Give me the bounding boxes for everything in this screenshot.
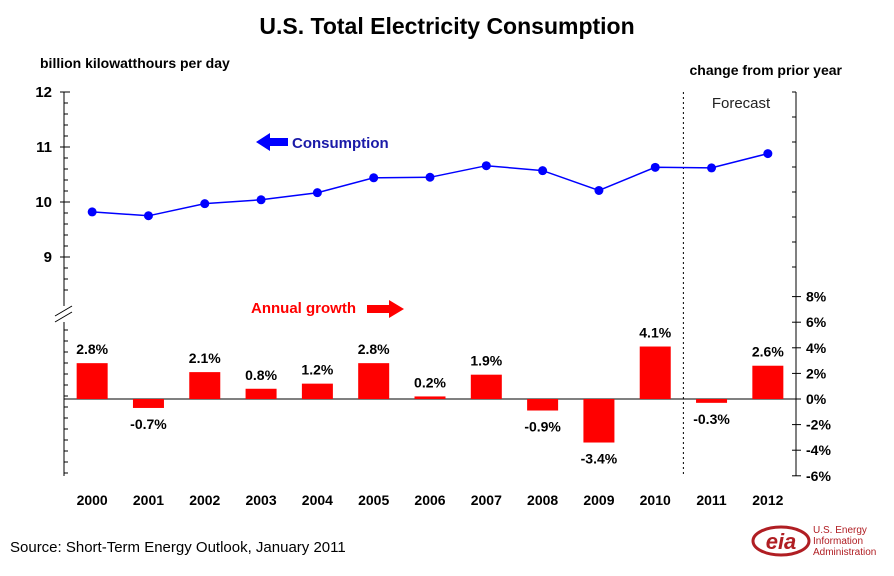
growth-bar bbox=[245, 388, 277, 399]
consumption-point bbox=[256, 195, 266, 205]
right-arrow-icon bbox=[367, 300, 404, 318]
x-tick-label: 2006 bbox=[414, 492, 445, 508]
logo-line-1: U.S. Energy bbox=[813, 525, 867, 536]
growth-data-label: -0.3% bbox=[693, 411, 730, 427]
growth-data-label: 2.1% bbox=[189, 350, 221, 366]
line-layer bbox=[87, 149, 773, 221]
x-tick-label: 2009 bbox=[583, 492, 614, 508]
consumption-point bbox=[763, 149, 773, 159]
growth-bar bbox=[696, 399, 728, 403]
consumption-point bbox=[143, 211, 153, 221]
right-tick-label: 4% bbox=[806, 340, 827, 356]
growth-bar bbox=[583, 399, 615, 443]
right-tick-label: -2% bbox=[806, 417, 831, 433]
x-tick-label: 2001 bbox=[133, 492, 164, 508]
left-arrow-icon bbox=[256, 133, 288, 151]
right-tick-label: 0% bbox=[806, 391, 827, 407]
growth-bar bbox=[470, 374, 502, 399]
consumption-point bbox=[87, 207, 97, 217]
left-tick-label: 11 bbox=[36, 139, 52, 156]
source-note: Source: Short-Term Energy Outlook, Janua… bbox=[10, 539, 346, 556]
right-tick-label: 2% bbox=[806, 365, 827, 381]
consumption-point bbox=[312, 188, 322, 198]
consumption-series-label: Consumption bbox=[292, 135, 389, 152]
left-tick-label: 9 bbox=[44, 249, 52, 266]
consumption-point bbox=[538, 166, 548, 176]
growth-bar bbox=[76, 363, 108, 399]
consumption-point bbox=[650, 162, 660, 172]
growth-data-label: -0.7% bbox=[130, 416, 167, 432]
right-tick-label: -6% bbox=[806, 468, 831, 484]
x-tick-label: 2005 bbox=[358, 492, 389, 508]
growth-annotation: Annual growth bbox=[251, 300, 404, 318]
left-tick-label: 10 bbox=[35, 194, 52, 211]
right-axis-label: change from prior year bbox=[690, 62, 843, 78]
right-tick-label: -4% bbox=[806, 442, 831, 458]
logo-swoosh-icon bbox=[751, 525, 811, 557]
consumption-point bbox=[594, 185, 604, 195]
growth-data-label: 0.8% bbox=[245, 367, 277, 383]
x-tick-label: 2000 bbox=[77, 492, 108, 508]
x-tick-label: 2012 bbox=[752, 492, 783, 508]
consumption-point bbox=[369, 173, 379, 183]
consumption-point bbox=[707, 163, 717, 173]
growth-data-label: -3.4% bbox=[581, 451, 618, 467]
consumption-annotation: Consumption bbox=[256, 133, 389, 152]
growth-data-label: 2.8% bbox=[358, 341, 390, 357]
right-tick-label: 8% bbox=[806, 289, 827, 305]
growth-bar bbox=[301, 383, 333, 399]
growth-bar bbox=[527, 399, 559, 411]
labels-layer: 2.8% -0.7% 2.1% 0.8% 1.2% 2.8% 0.2% 1.9% -0.9% -3… bbox=[76, 325, 784, 467]
consumption-point bbox=[481, 161, 491, 171]
x-tick-label: 2008 bbox=[527, 492, 558, 508]
growth-data-label: -0.9% bbox=[524, 419, 561, 435]
axis-break-mark bbox=[54, 311, 73, 323]
chart-title: U.S. Total Electricity Consumption bbox=[259, 13, 634, 39]
logo-line-3: Administration bbox=[813, 547, 876, 558]
x-tick-label: 2004 bbox=[302, 492, 333, 508]
growth-data-label: 2.6% bbox=[752, 344, 784, 360]
x-tick-label: 2011 bbox=[696, 492, 727, 508]
growth-data-label: 2.8% bbox=[76, 341, 108, 357]
growth-bar bbox=[132, 399, 164, 408]
growth-data-label: 1.2% bbox=[301, 362, 333, 378]
x-tick-label: 2010 bbox=[640, 492, 671, 508]
growth-series-label: Annual growth bbox=[251, 300, 356, 317]
left-tick-label: 12 bbox=[35, 84, 52, 101]
growth-data-label: 0.2% bbox=[414, 374, 446, 390]
eia-logo: eia U.S. Energy Information Administrati… bbox=[751, 525, 876, 558]
growth-bar bbox=[358, 363, 390, 399]
growth-data-label: 1.9% bbox=[470, 353, 502, 369]
bars-layer bbox=[76, 346, 784, 443]
x-tick-label: 2007 bbox=[471, 492, 502, 508]
axis-break-mark bbox=[54, 305, 73, 317]
growth-bar bbox=[189, 372, 221, 399]
consumption-point bbox=[200, 199, 210, 209]
growth-bar bbox=[639, 346, 671, 399]
logo-line-2: Information bbox=[813, 536, 863, 547]
right-tick-label: 6% bbox=[806, 314, 827, 330]
x-tick-label: 2003 bbox=[245, 492, 276, 508]
left-axis-label: billion kilowatthours per day bbox=[40, 55, 230, 71]
growth-bar bbox=[752, 365, 784, 399]
forecast-label: Forecast bbox=[712, 95, 771, 112]
axes: 12 11 10 9 8% 6% 4% 2% 0% -2% -4% -6% 2000 2001 2002 20… bbox=[35, 84, 831, 508]
logo-word: eia bbox=[766, 529, 797, 554]
x-tick-label: 2002 bbox=[189, 492, 220, 508]
consumption-point bbox=[425, 172, 435, 182]
growth-data-label: 4.1% bbox=[639, 325, 671, 341]
consumption-line bbox=[92, 152, 768, 217]
growth-bar bbox=[414, 396, 446, 399]
